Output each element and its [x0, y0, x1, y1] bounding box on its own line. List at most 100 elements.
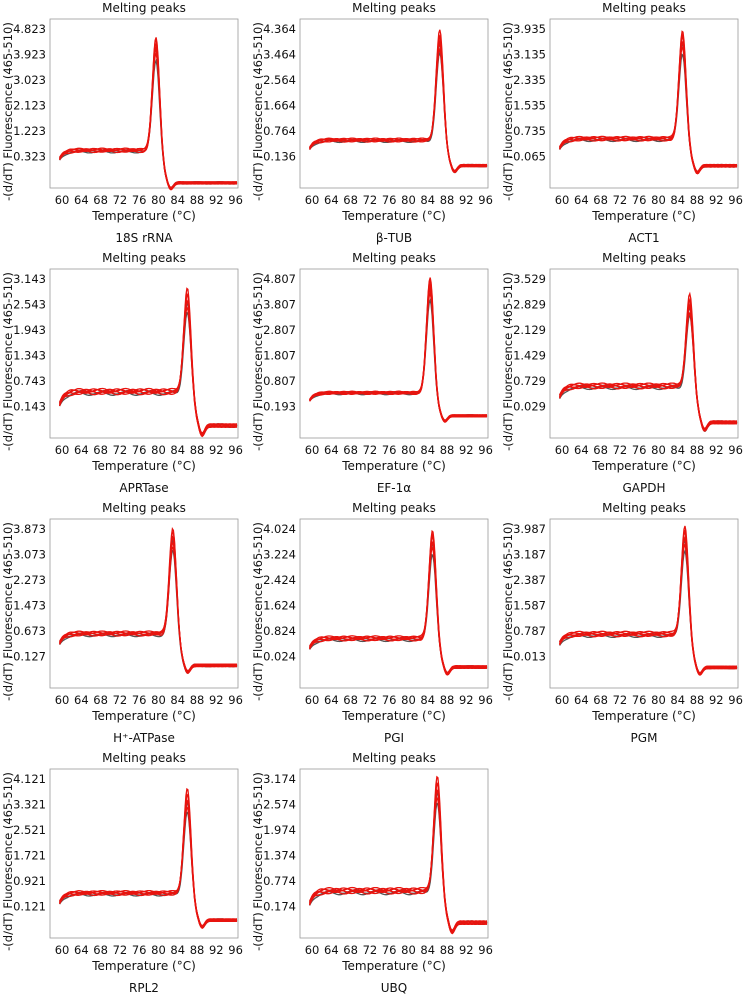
replicate-curve — [59, 799, 238, 928]
plot-frame — [299, 18, 489, 189]
x-tick-label: 92 — [709, 443, 724, 457]
y-tick-label: 0.787 — [513, 624, 546, 638]
x-tick-label: 68 — [93, 193, 108, 207]
x-tick-label: 92 — [209, 443, 224, 457]
y-tick-label: 1.807 — [263, 349, 296, 363]
gene-label: EF-1α — [377, 481, 411, 495]
y-tick-label: 1.429 — [513, 349, 546, 363]
y-axis-label: -(d/dT) Fluorescence (465-510) — [501, 22, 515, 201]
y-tick-label: 3.143 — [13, 272, 46, 286]
y-tick-label: 0.774 — [263, 874, 296, 888]
melting-peak-chart-3: Melting peaks 0.143 0.743 1.343 1.943 2.543 3.… — [0, 250, 250, 500]
melting-peak-chart-8: Melting peaks -0.013 0.787 1.587 2.387 3.187 3… — [500, 500, 750, 750]
plot-frame — [549, 268, 739, 439]
x-tick-label: 80 — [651, 443, 666, 457]
replicate-curves — [558, 291, 738, 432]
replicate-curve — [58, 299, 238, 435]
melting-peak-chart-5: Melting peaks 0.029 0.729 1.429 2.129 2.829 3.… — [500, 250, 750, 500]
x-tick-label: 80 — [651, 193, 666, 207]
x-tick-label: 92 — [709, 193, 724, 207]
plot-frame — [549, 518, 739, 689]
gene-label: APRTase — [119, 481, 168, 495]
y-tick-label: 0.121 — [13, 900, 46, 914]
y-tick-label: 2.273 — [13, 573, 46, 587]
x-tick-label: 88 — [690, 693, 705, 707]
gene-label: PGI — [384, 731, 404, 745]
replicate-curves — [309, 529, 488, 676]
y-axis-label: -(d/dT) Fluorescence (465-510) — [1, 522, 15, 701]
replicate-curve — [59, 45, 238, 188]
x-tick-label: 92 — [209, 943, 224, 957]
x-tick-label: 80 — [151, 193, 166, 207]
y-tick-label: 3.224 — [263, 547, 296, 561]
x-tick-label: 92 — [459, 193, 474, 207]
melting-peak-chart-0: Melting peaks 0.323 1.223 2.123 3.023 3.923 4.… — [0, 0, 250, 250]
y-tick-label: 0.807 — [263, 374, 296, 388]
y-axis-label: -(d/dT) Fluorescence (465-510) — [1, 772, 15, 951]
y-tick-label: 4.121 — [13, 772, 46, 786]
x-tick-label: 84 — [420, 193, 435, 207]
x-tick-label: 84 — [420, 443, 435, 457]
y-tick-label: 2.829 — [513, 297, 546, 311]
y-tick-label: 0.673 — [13, 624, 46, 638]
x-tick-label: 84 — [170, 693, 185, 707]
x-tick-label: 88 — [690, 443, 705, 457]
replicate-curve — [59, 299, 238, 436]
y-tick-label: 2.543 — [13, 297, 46, 311]
y-tick-label: 3.807 — [263, 297, 296, 311]
replicate-curves — [309, 277, 488, 423]
x-tick-label: 68 — [593, 693, 608, 707]
replicate-curves — [559, 30, 738, 175]
x-tick-label: 96 — [478, 443, 493, 457]
y-axis-label: -(d/dT) Fluorescence (465-510) — [1, 22, 15, 201]
x-tick-label: 96 — [478, 943, 493, 957]
x-tick-label: 76 — [132, 193, 147, 207]
y-tick-label: 0.764 — [263, 124, 296, 138]
y-tick-label: 3.135 — [513, 47, 546, 61]
x-tick-label: 88 — [190, 693, 205, 707]
y-tick-label: 1.535 — [513, 99, 546, 113]
y-axis-label: -(d/dT) Fluorescence (465-510) — [251, 272, 265, 451]
x-tick-label: 60 — [305, 693, 320, 707]
y-tick-label: 4.807 — [263, 272, 296, 286]
x-tick-label: 60 — [555, 193, 570, 207]
x-tick-label: 60 — [305, 443, 320, 457]
x-tick-label: 64 — [574, 443, 589, 457]
x-tick-label: 96 — [228, 943, 243, 957]
x-tick-label: 76 — [382, 193, 397, 207]
x-tick-label: 88 — [440, 693, 455, 707]
x-tick-label: 88 — [190, 193, 205, 207]
x-tick-label: 60 — [55, 693, 70, 707]
x-axis-label: Temperature (°C) — [341, 209, 446, 223]
chart-svg: Melting peaks -0.065 0.735 1.535 2.335 3.135 3… — [501, 1, 743, 245]
chart-svg: Melting peaks -0.127 0.673 1.473 2.273 3.073 3… — [1, 501, 243, 745]
x-tick-label: 64 — [324, 943, 339, 957]
y-tick-label: 2.807 — [263, 323, 296, 337]
y-tick-label: 2.387 — [513, 573, 546, 587]
x-tick-label: 76 — [132, 943, 147, 957]
x-tick-label: 92 — [459, 443, 474, 457]
chart-svg: Melting peaks -0.013 0.787 1.587 2.387 3.187 3… — [501, 501, 743, 745]
x-tick-label: 84 — [670, 693, 685, 707]
replicate-curve — [309, 284, 488, 421]
x-tick-label: 80 — [151, 693, 166, 707]
x-tick-label: 64 — [74, 443, 89, 457]
x-tick-label: 92 — [459, 693, 474, 707]
x-tick-label: 68 — [593, 443, 608, 457]
melting-peak-chart-1: Melting peaks -0.136 0.764 1.664 2.564 3.464 4… — [250, 0, 500, 250]
replicate-curve — [559, 535, 738, 675]
gene-label: ACT1 — [628, 231, 659, 245]
y-tick-label: 2.335 — [513, 73, 546, 87]
x-tick-label: 64 — [574, 693, 589, 707]
y-tick-label: 3.187 — [513, 547, 546, 561]
x-tick-label: 76 — [632, 693, 647, 707]
x-axis-label: Temperature (°C) — [91, 209, 196, 223]
x-tick-label: 60 — [305, 193, 320, 207]
chart-title: Melting peaks — [602, 251, 686, 265]
x-tick-label: 72 — [613, 443, 628, 457]
chart-title: Melting peaks — [102, 501, 186, 515]
y-tick-label: 0.174 — [263, 900, 296, 914]
x-tick-label: 92 — [209, 693, 224, 707]
y-tick-label: 0.143 — [13, 400, 46, 414]
x-tick-label: 76 — [132, 443, 147, 457]
